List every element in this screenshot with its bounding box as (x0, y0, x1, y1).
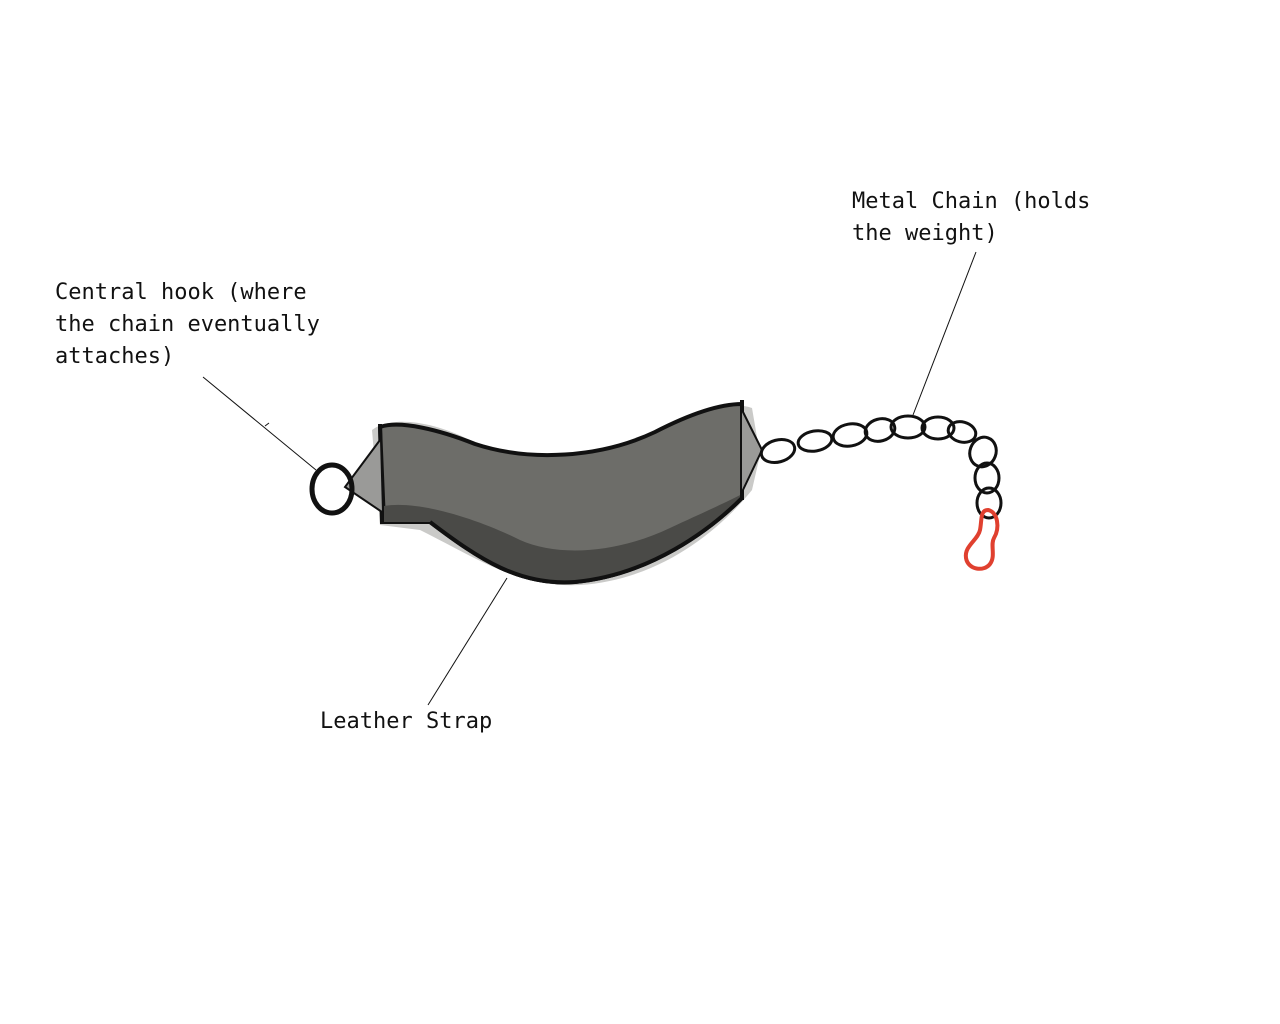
strap-leader-line (427, 577, 508, 706)
metal-chain-label: Metal Chain (holds the weight) (852, 189, 1091, 246)
left-connector (343, 439, 383, 513)
central-hook-label: Central hook (where the chain eventually… (55, 280, 320, 369)
hook-leader-line (202, 376, 317, 471)
chain-leader-line (912, 251, 977, 416)
ring-icon (309, 462, 355, 516)
leather-strap-label: Leather Strap (320, 709, 493, 734)
hook-leader-tick (264, 422, 270, 427)
chain-link-icon (759, 414, 1003, 520)
carabiner-clip-icon (963, 507, 1000, 571)
strap-bottom-edge (428, 496, 744, 585)
